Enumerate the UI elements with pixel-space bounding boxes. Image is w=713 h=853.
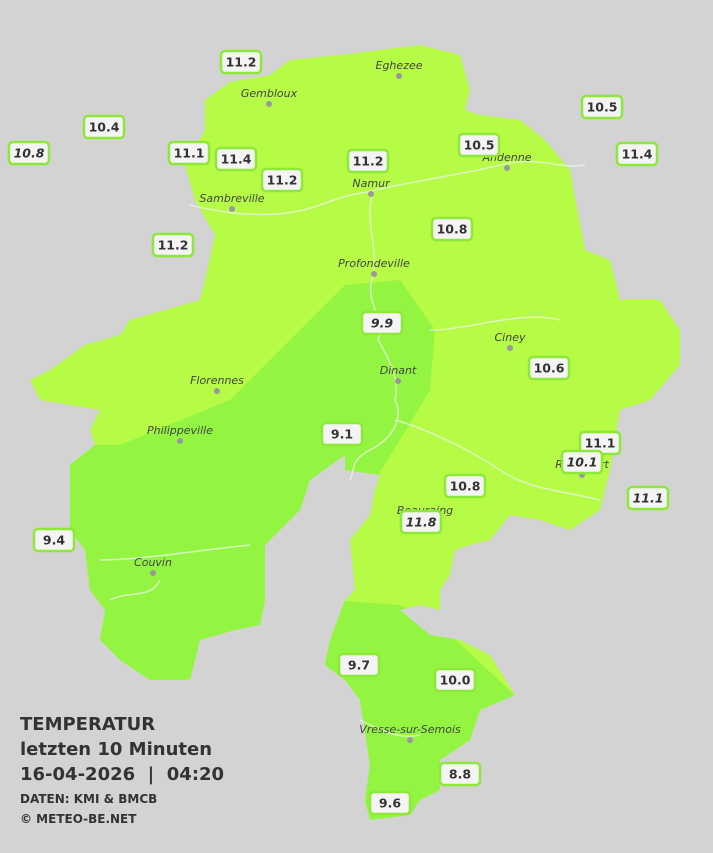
station-box bbox=[320, 421, 364, 447]
city-label: Ciney bbox=[495, 331, 526, 344]
legend: TEMPERATUR letzten 10 Minuten 16-04-2026… bbox=[20, 714, 224, 826]
city-dot bbox=[266, 101, 272, 107]
station-box bbox=[360, 310, 404, 336]
station-box bbox=[560, 449, 604, 475]
station-value: 11.1 bbox=[174, 146, 205, 161]
station-box bbox=[443, 473, 487, 499]
station-value: 10.1 bbox=[567, 455, 598, 470]
station-value: 11.8 bbox=[406, 515, 437, 530]
station-value: 9.9 bbox=[371, 316, 393, 331]
city-dot bbox=[368, 191, 374, 197]
city-label: Eghezee bbox=[376, 59, 423, 72]
legend-datetime: 16-04-2026 | 04:20 bbox=[20, 764, 224, 785]
station-box bbox=[346, 148, 390, 174]
city-label: Vresse-sur-Semois bbox=[359, 723, 461, 736]
station-value: 10.4 bbox=[89, 120, 120, 135]
city-label: Philippeville bbox=[147, 424, 213, 437]
station-box bbox=[337, 652, 381, 678]
rivers bbox=[99, 160, 601, 738]
station-box bbox=[167, 140, 211, 166]
station-box bbox=[457, 132, 501, 158]
legend-source: DATEN: KMI & BMCB bbox=[20, 792, 157, 806]
station-box bbox=[430, 216, 474, 242]
station-value: 9.4 bbox=[43, 533, 65, 548]
legend-copyright: © METEO-BE.NET bbox=[20, 812, 137, 826]
station-box bbox=[527, 355, 571, 381]
station-value: 10.5 bbox=[464, 138, 495, 153]
city-dot bbox=[229, 206, 235, 212]
city-dot bbox=[214, 388, 220, 394]
city-label: Dinant bbox=[380, 364, 417, 377]
station-value: 9.7 bbox=[348, 658, 370, 673]
station-value: 9.1 bbox=[331, 427, 353, 442]
station-box bbox=[438, 761, 482, 787]
station-box bbox=[626, 485, 670, 511]
city-label: Namur bbox=[352, 177, 391, 190]
station-value: 10.6 bbox=[534, 361, 565, 376]
station-box bbox=[151, 232, 195, 258]
city-label: Sambreville bbox=[199, 192, 264, 205]
station-box bbox=[32, 527, 76, 553]
legend-title: TEMPERATUR bbox=[20, 714, 155, 735]
station-box bbox=[7, 140, 51, 166]
station-value: 10.0 bbox=[440, 673, 471, 688]
station-box bbox=[260, 167, 304, 193]
city-dot bbox=[507, 345, 513, 351]
station-value: 11.2 bbox=[158, 238, 189, 253]
station-value: 10.8 bbox=[14, 146, 45, 161]
station-value: 10.8 bbox=[437, 222, 468, 237]
city-label: Couvin bbox=[134, 556, 172, 569]
station-value: 11.2 bbox=[267, 173, 298, 188]
city-dot bbox=[371, 271, 377, 277]
station-value: 11.4 bbox=[221, 152, 252, 167]
station-value: 9.6 bbox=[379, 796, 401, 811]
city-dot bbox=[150, 570, 156, 576]
station-box bbox=[219, 49, 263, 75]
station-value: 8.8 bbox=[449, 767, 471, 782]
city-dot bbox=[177, 438, 183, 444]
station-box bbox=[615, 141, 659, 167]
station-box bbox=[82, 114, 126, 140]
city-label: Gembloux bbox=[241, 87, 298, 100]
city-dot bbox=[396, 73, 402, 79]
station-box bbox=[214, 146, 258, 172]
city-label: Profondeville bbox=[338, 257, 410, 270]
station-box bbox=[368, 790, 412, 816]
city-dot bbox=[504, 165, 510, 171]
city-dot bbox=[395, 378, 401, 384]
station-box bbox=[580, 94, 624, 120]
station-value: 10.8 bbox=[450, 479, 481, 494]
station-value: 11.1 bbox=[633, 491, 664, 506]
station-value: 11.2 bbox=[226, 55, 257, 70]
legend-period: letzten 10 Minuten bbox=[20, 739, 212, 760]
city-dot bbox=[407, 737, 413, 743]
station-value: 10.5 bbox=[587, 100, 618, 115]
city-label: Florennes bbox=[190, 374, 244, 387]
station-value: 11.4 bbox=[622, 147, 653, 162]
stations: 11.2 10.4 10.8 11.1 11.4 11.2 11.2 10.5 10.5 11.4… bbox=[7, 49, 670, 816]
station-box bbox=[433, 667, 477, 693]
station-value: 11.2 bbox=[353, 154, 384, 169]
station-box bbox=[399, 509, 443, 535]
station-value: 11.1 bbox=[585, 436, 616, 451]
